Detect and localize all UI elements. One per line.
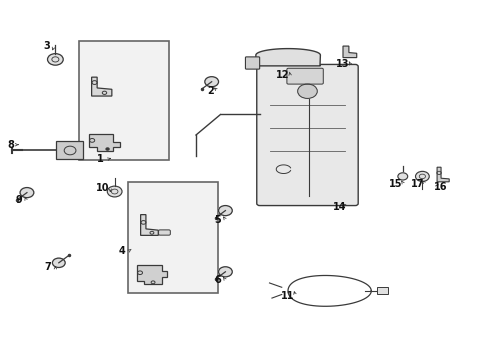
Polygon shape [141,215,158,235]
Circle shape [52,258,65,267]
Text: 14: 14 [333,202,346,212]
Polygon shape [89,134,121,151]
Text: 4: 4 [118,246,125,256]
Circle shape [398,173,408,180]
Circle shape [106,148,109,150]
Text: 5: 5 [215,215,221,225]
Bar [128,182,218,293]
Polygon shape [92,77,112,96]
Bar [377,287,388,294]
Circle shape [219,267,232,277]
Text: 8: 8 [7,140,14,150]
Text: 7: 7 [45,262,51,272]
FancyBboxPatch shape [245,57,260,69]
Circle shape [48,54,63,65]
Circle shape [416,171,429,181]
Polygon shape [437,167,449,182]
Text: 16: 16 [434,182,448,192]
Circle shape [20,188,34,198]
Bar [79,41,169,160]
Text: 3: 3 [43,41,50,51]
Circle shape [205,77,219,87]
Text: 6: 6 [215,275,221,285]
Text: 2: 2 [207,86,214,96]
FancyBboxPatch shape [159,230,171,235]
Polygon shape [137,265,167,284]
Text: 11: 11 [281,291,295,301]
Text: 1: 1 [97,154,104,164]
Text: 10: 10 [96,183,110,193]
Text: 12: 12 [276,70,290,80]
Circle shape [219,206,232,216]
Text: 15: 15 [389,179,403,189]
FancyBboxPatch shape [287,68,323,84]
Circle shape [298,84,318,98]
Text: 9: 9 [15,195,22,205]
Circle shape [107,186,122,197]
Text: 13: 13 [336,59,350,69]
FancyBboxPatch shape [257,64,358,206]
Polygon shape [343,46,357,58]
Bar [56,141,83,159]
Text: 17: 17 [411,179,424,189]
Polygon shape [256,49,320,66]
